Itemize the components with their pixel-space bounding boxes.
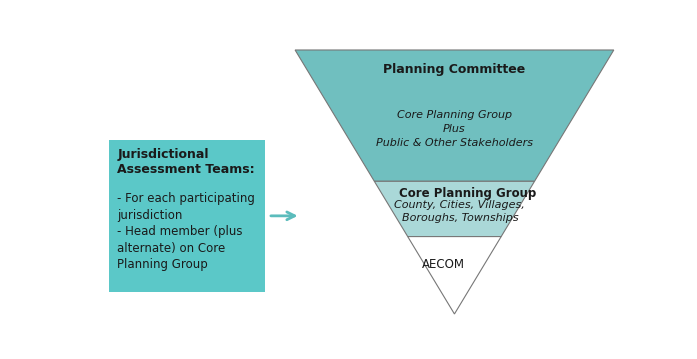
FancyBboxPatch shape (109, 140, 266, 292)
Text: County, Cities, Villages,
Boroughs, Townships: County, Cities, Villages, Boroughs, Town… (395, 200, 526, 223)
Text: Planning Committee: Planning Committee (383, 63, 526, 76)
Text: Jurisdictional
Assessment Teams:: Jurisdictional Assessment Teams: (117, 148, 255, 176)
Text: - For each participating
jurisdiction
- Head member (plus
alternate) on Core
Pla: - For each participating jurisdiction - … (117, 192, 255, 271)
Text: Core Planning Group
Plus
Public & Other Stakeholders: Core Planning Group Plus Public & Other … (376, 111, 533, 149)
Text: AECOM: AECOM (422, 258, 465, 271)
Polygon shape (295, 50, 614, 181)
Text: Core Planning Group: Core Planning Group (399, 187, 537, 200)
Polygon shape (408, 237, 501, 314)
Polygon shape (374, 181, 535, 237)
